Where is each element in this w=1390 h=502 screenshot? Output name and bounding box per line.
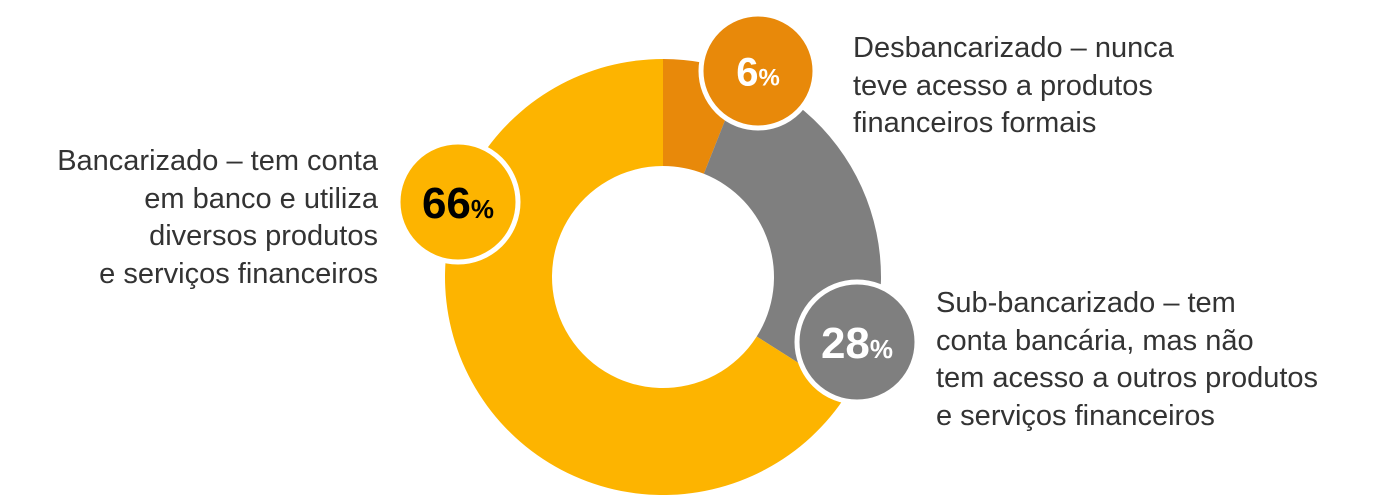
badges-layer: 6%28%66% (395, 11, 920, 405)
percent-suffix: % (471, 194, 494, 224)
annotation-line: Desbancarizado – nunca (853, 32, 1174, 64)
percent-value: 28 (821, 319, 870, 368)
unbanked-annotation: Desbancarizado – nunca teve acesso a pro… (853, 30, 1174, 143)
underbanked-annotation: Sub-bancarizado – tem conta bancária, ma… (936, 285, 1318, 435)
annotation-line: financeiros formais (853, 107, 1097, 139)
percent-label: 66% (422, 179, 494, 228)
percent-value: 66 (422, 179, 471, 228)
percent-badge-3: 66% (395, 139, 521, 265)
annotation-line: Sub-bancarizado – tem (936, 287, 1236, 319)
percent-badge-1: 6% (698, 11, 818, 131)
slices-layer (444, 59, 881, 495)
percent-suffix: % (870, 334, 893, 364)
badge-circle (794, 279, 920, 405)
badge-circle (395, 139, 521, 265)
percent-badge-2: 28% (794, 279, 920, 405)
annotation-line: conta bancária, mas não (936, 324, 1254, 357)
slice-3 (444, 59, 848, 495)
annotation-line: Bancarizado – tem conta (57, 145, 378, 177)
annotation-line: e serviços financeiros (99, 257, 378, 290)
annotation-line: teve acesso a produtos (853, 69, 1153, 102)
percent-label: 6% (736, 50, 780, 94)
badge-circle (698, 11, 818, 131)
banked-annotation: Bancarizado – tem conta em banco e utili… (57, 143, 378, 293)
annotation-line: tem acesso a outros produtos (936, 362, 1319, 394)
percent-value: 6 (736, 50, 758, 94)
percent-suffix: % (758, 64, 779, 91)
annotation-line: diversos produtos (149, 220, 378, 252)
annotation-line: e serviços financeiros (936, 399, 1215, 432)
annotation-line: em banco e utiliza (144, 182, 378, 215)
percent-label: 28% (821, 319, 893, 368)
